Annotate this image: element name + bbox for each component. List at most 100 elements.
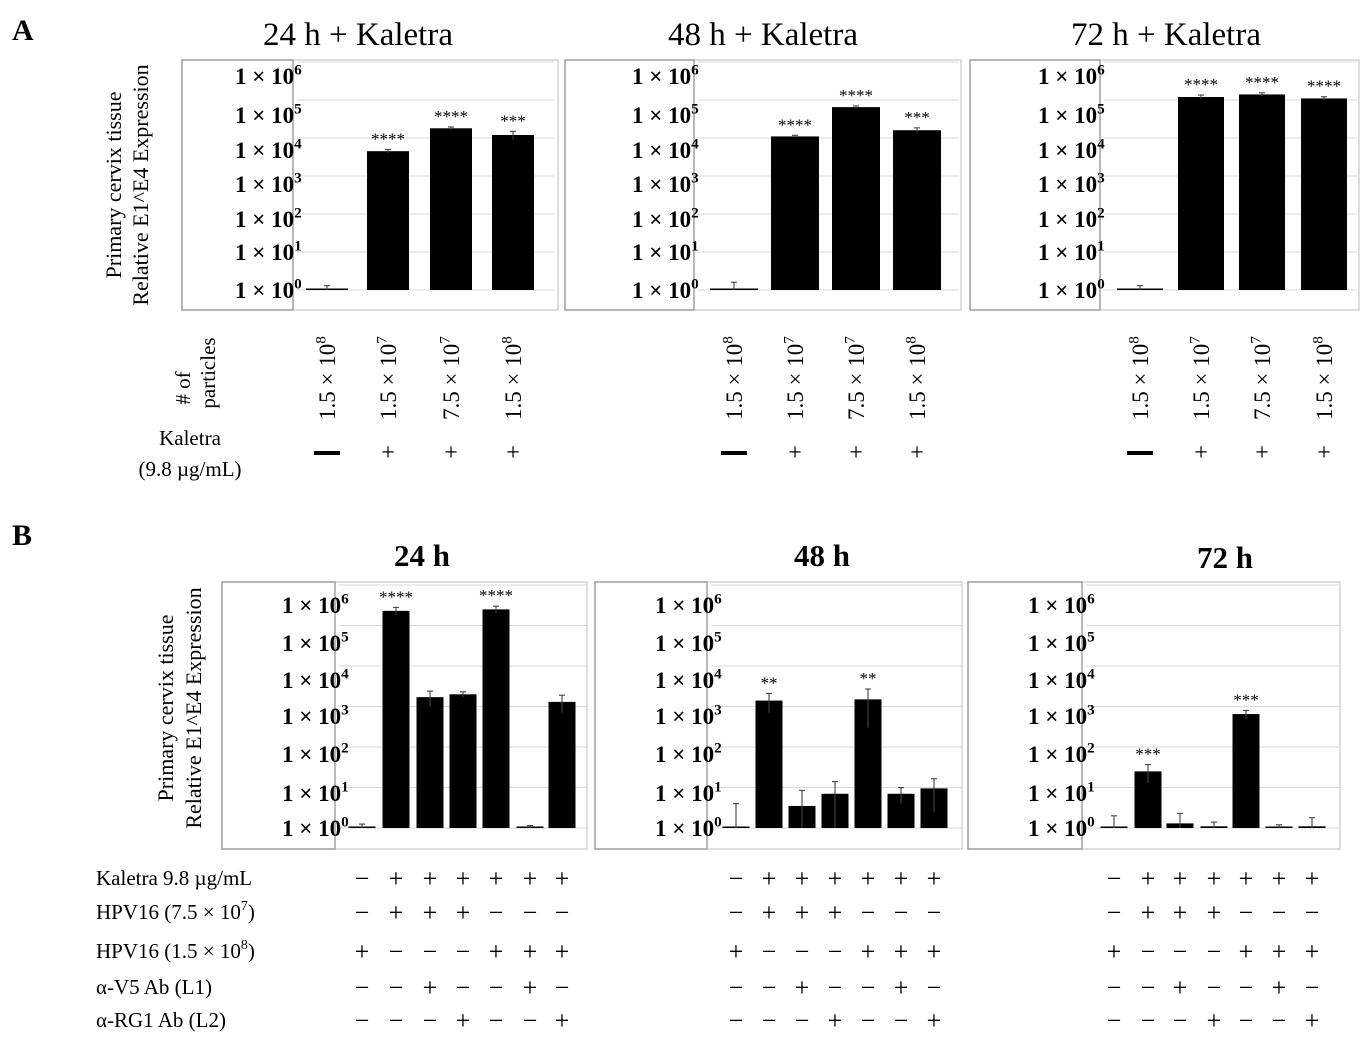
bar (1239, 94, 1285, 290)
condition-sign-plus: + (729, 937, 744, 966)
bar (548, 701, 576, 828)
kaletra-sign-plus: + (1194, 440, 1208, 466)
condition-sign-minus: − (762, 973, 777, 1002)
y-tick-label: 1 × 101 (655, 778, 722, 806)
y-tick-label: 1 × 102 (1028, 739, 1095, 767)
y-tick-label: 1 × 106 (235, 61, 302, 89)
y-tick-label: 1 × 103 (632, 169, 699, 197)
condition-sign-minus: − (389, 937, 404, 966)
y-axis-label-box (564, 59, 695, 311)
condition-sign-plus: + (1141, 898, 1156, 927)
condition-sign-plus: + (795, 864, 810, 893)
condition-sign-minus: − (489, 1006, 504, 1035)
y-tick-label: 1 × 100 (1028, 813, 1095, 841)
y-tick-label: 1 × 105 (1038, 100, 1105, 128)
y-tick-label: 1 × 102 (655, 739, 722, 767)
condition-sign-plus: + (861, 864, 876, 893)
chart-title: 24 h + Kaletra (263, 17, 453, 53)
significance-label: **** (379, 587, 413, 606)
condition-sign-minus: − (828, 973, 843, 1002)
y-tick-label: 1 × 105 (282, 628, 349, 656)
chart-a-3: 1 × 106 1 × 105 1 × 104 1 × 103 1 × 102 1 × 1… (969, 17, 1360, 466)
chart-b-3: 1 × 106 1 × 105 1 × 104 1 × 103 1 × 102 1 × 1… (967, 540, 1341, 850)
condition-sign-plus: + (1305, 937, 1320, 966)
particles-tick-label: 1.5 × 107 (373, 336, 401, 420)
bar (832, 107, 880, 291)
condition-sign-plus: + (389, 864, 404, 893)
condition-sign-plus: + (894, 937, 909, 966)
condition-sign-minus: − (355, 898, 370, 927)
y-tick-label: 1 × 102 (632, 204, 699, 232)
condition-sign-plus: + (1207, 1006, 1222, 1035)
condition-sign-plus: + (1239, 864, 1254, 893)
significance-label: ** (761, 673, 778, 692)
condition-sign-plus: + (523, 973, 538, 1002)
bar (430, 128, 472, 290)
kaletra-sign-plus: + (444, 440, 458, 466)
condition-sign-minus: − (1239, 1006, 1254, 1035)
y-tick-label: 1 × 106 (282, 590, 349, 618)
condition-row-label: HPV16 (7.5 × 107) (96, 899, 255, 924)
significance-label: ** (860, 669, 877, 688)
kaletra-sign-plus: + (788, 440, 802, 466)
condition-sign-minus: − (729, 864, 744, 893)
y-tick-label: 1 × 105 (235, 100, 302, 128)
condition-sign-plus: + (762, 898, 777, 927)
panel-a-letter: A (12, 14, 34, 47)
chart-title: 48 h + Kaletra (668, 17, 858, 53)
condition-sign-plus: + (927, 864, 942, 893)
y-tick-label: 1 × 106 (632, 61, 699, 89)
y-tick-label: 1 × 105 (632, 100, 699, 128)
particles-tick-label: 7.5 × 107 (436, 336, 464, 420)
condition-sign-plus: + (1305, 864, 1320, 893)
bar (1232, 714, 1260, 828)
condition-sign-plus: + (1173, 864, 1188, 893)
y-axis-label-box (969, 59, 1101, 311)
significance-label: **** (778, 115, 812, 134)
y-tick-label: 1 × 105 (1028, 628, 1095, 656)
condition-sign-minus: − (861, 973, 876, 1002)
condition-row-label: HPV16 (1.5 × 108) (96, 938, 255, 963)
condition-sign-plus: + (1272, 973, 1287, 1002)
kaletra-sign-plus: + (1255, 440, 1269, 466)
kaletra-row-label-line2: (9.8 µg/mL) (138, 457, 241, 481)
y-axis-label-box (181, 59, 294, 311)
condition-sign-minus: − (489, 973, 504, 1002)
y-tick-label: 1 × 102 (282, 739, 349, 767)
panel-b-condition-table: Kaletra 9.8 µg/mL HPV16 (7.5 × 107) HPV16 … (96, 864, 1319, 1035)
condition-sign-minus: − (1239, 973, 1254, 1002)
condition-sign-minus: − (927, 973, 942, 1002)
significance-label: **** (839, 86, 873, 105)
condition-sign-minus: − (1107, 898, 1122, 927)
y-tick-label: 1 × 100 (235, 275, 302, 303)
bar (367, 151, 409, 290)
kaletra-sign-plus: + (910, 440, 924, 466)
condition-sign-minus: − (555, 898, 570, 927)
condition-sign-plus: + (355, 937, 370, 966)
condition-row-label: α-RG1 Ab (L2) (96, 1008, 226, 1032)
condition-sign-minus: − (423, 1006, 438, 1035)
y-tick-label: 1 × 103 (1038, 169, 1105, 197)
condition-sign-minus: − (1141, 973, 1156, 1002)
bar (382, 610, 410, 828)
condition-sign-plus: + (1107, 937, 1122, 966)
panel-a-ylabel-line1: Primary cervix tissue (101, 92, 126, 279)
significance-label: *** (904, 108, 930, 127)
chart-b-1: 1 × 106 1 × 105 1 × 104 1 × 103 1 × 102 1 × 1… (221, 538, 588, 850)
condition-sign-plus: + (927, 1006, 942, 1035)
particles-tick-label: 1.5 × 108 (1125, 336, 1153, 420)
condition-sign-minus: − (1173, 1006, 1188, 1035)
condition-sign-minus: − (423, 937, 438, 966)
kaletra-sign-plus: + (1317, 440, 1331, 466)
condition-row-label: Kaletra 9.8 µg/mL (96, 866, 252, 890)
condition-sign-plus: + (555, 864, 570, 893)
condition-sign-minus: − (762, 937, 777, 966)
y-tick-label: 1 × 101 (282, 778, 349, 806)
condition-sign-plus: + (1305, 1006, 1320, 1035)
condition-sign-plus: + (894, 864, 909, 893)
y-tick-label: 1 × 105 (655, 628, 722, 656)
chart-title: 72 h + Kaletra (1071, 17, 1261, 53)
condition-sign-plus: + (1207, 864, 1222, 893)
condition-sign-plus: + (1239, 937, 1254, 966)
particles-tick-label: 7.5 × 107 (1247, 336, 1275, 420)
